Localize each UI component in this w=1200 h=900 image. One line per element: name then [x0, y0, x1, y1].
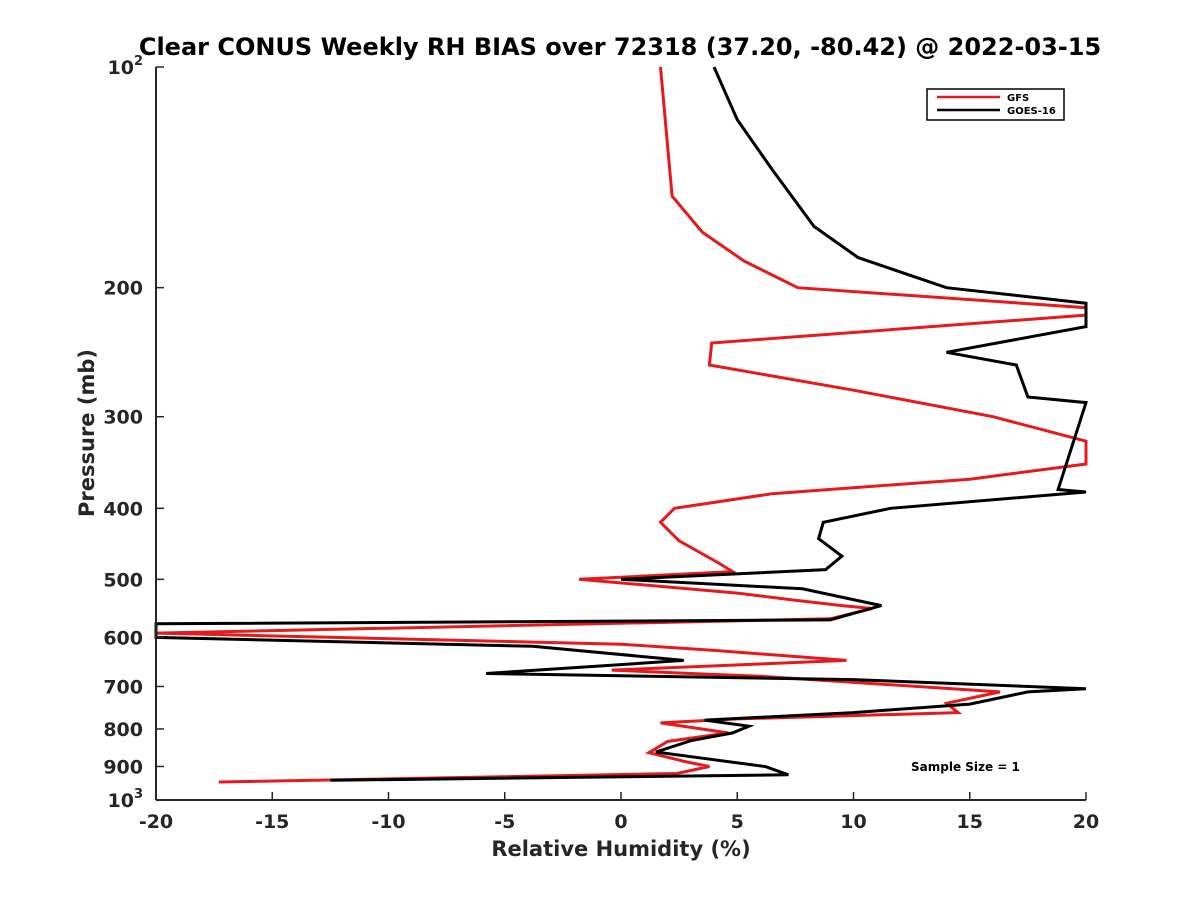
series-layer: [154, 66, 1088, 784]
x-tick-label: 0: [614, 811, 627, 833]
y-tick-label: 300: [103, 407, 143, 429]
x-tick-label: 15: [957, 811, 983, 833]
legend: GFS GOES-16: [926, 88, 1065, 121]
y-tick-label: 103: [108, 787, 144, 812]
x-tick-label: 20: [1073, 811, 1099, 833]
x-tick-label: -20: [139, 811, 173, 833]
chart-title: Clear CONUS Weekly RH BIAS over 72318 (3…: [139, 33, 1101, 61]
y-tick-label: 400: [103, 498, 143, 520]
y-tick-label: 700: [103, 676, 143, 698]
y-tick-label: 600: [103, 627, 143, 649]
plot-area: [156, 67, 1086, 800]
y-tick-label: 500: [103, 569, 143, 591]
y-axis-label: Pressure (mb): [75, 349, 99, 517]
x-ticks: -20 -15 -10 -5 0 5 10 15 20: [139, 792, 1099, 833]
legend-label-gfs: GFS: [1007, 93, 1029, 104]
y-tick-label: 102: [108, 54, 144, 79]
y-ticks: 102 200 300 400 500 600 700 800 900 103: [103, 54, 164, 812]
legend-label-goes16: GOES-16: [1007, 106, 1056, 117]
series-line-gfs: [155, 66, 1088, 784]
sample-size-annotation: Sample Size = 1: [911, 760, 1020, 774]
x-tick-label: 5: [731, 811, 744, 833]
x-tick-label: -5: [494, 811, 515, 833]
x-tick-label: -15: [255, 811, 289, 833]
x-axis-label: Relative Humidity (%): [491, 837, 750, 861]
y-tick-label: 200: [103, 278, 143, 300]
legend-box: [926, 88, 1065, 121]
x-tick-label: 10: [840, 811, 866, 833]
y-tick-label: 800: [103, 719, 143, 741]
x-tick-label: -10: [371, 811, 405, 833]
y-tick-label: 900: [103, 756, 143, 778]
series-line-goes16: [154, 66, 1088, 782]
